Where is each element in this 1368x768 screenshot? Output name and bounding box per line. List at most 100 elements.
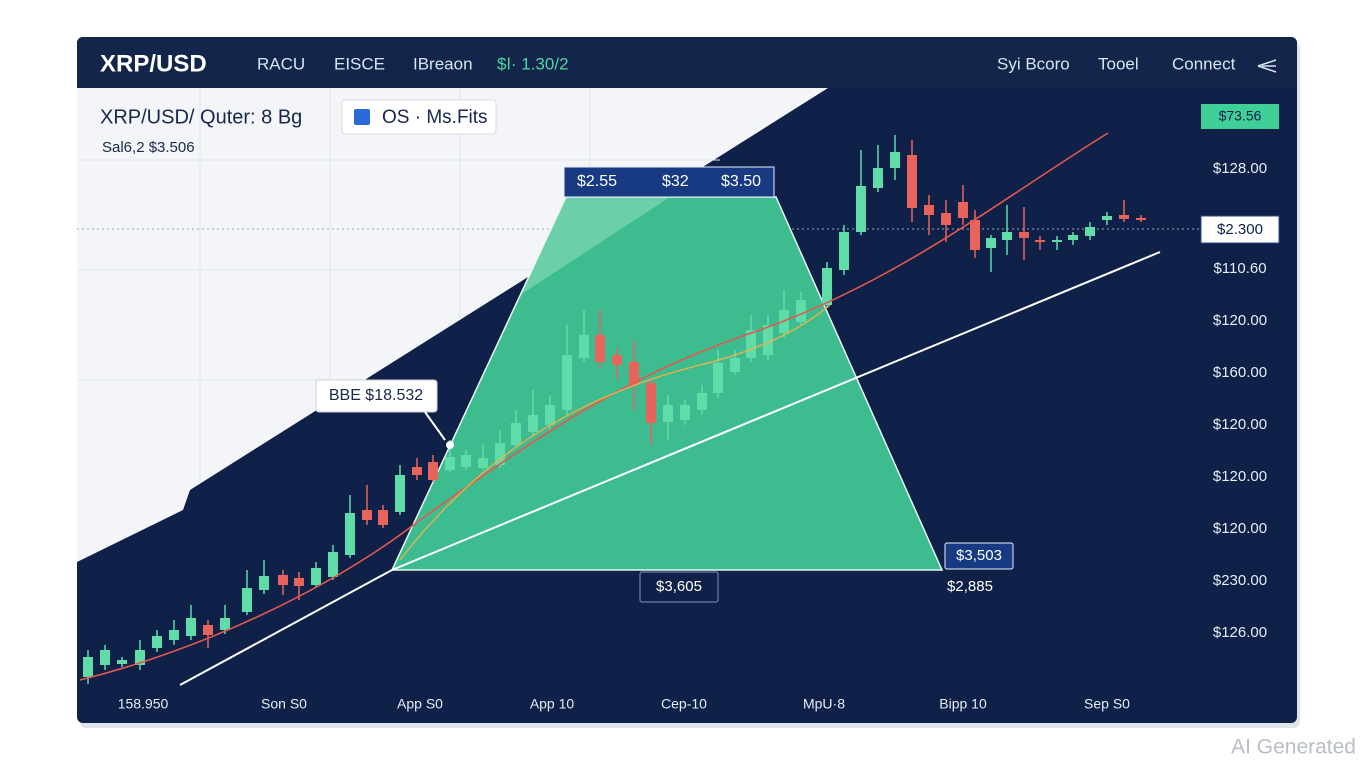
candle-body	[545, 405, 555, 425]
candle-body	[1085, 227, 1095, 236]
candle-body	[461, 455, 471, 467]
candle-body	[528, 415, 538, 432]
candle-body	[328, 552, 338, 577]
y-tick-label: $160.00	[1213, 364, 1267, 381]
candle-body	[478, 458, 488, 468]
candle-body	[412, 467, 422, 475]
nav-item[interactable]: IBreaon	[413, 54, 473, 73]
price-box-label: $3,605	[656, 578, 702, 595]
candle-body	[152, 636, 162, 648]
y-tick-label: $120.00	[1213, 416, 1267, 433]
y-tick-label: $128.00	[1213, 160, 1267, 177]
price-box-label: $3,503	[956, 547, 1002, 564]
candle-body	[839, 232, 849, 270]
candle-body	[311, 568, 321, 585]
candle-body	[562, 355, 572, 410]
candle-body	[796, 300, 806, 322]
candle-body	[697, 393, 707, 410]
zone-highlight	[520, 197, 670, 295]
candle-body	[345, 513, 355, 555]
callout-dot	[446, 441, 454, 449]
price-label: $2,885	[947, 578, 993, 595]
candle-body	[629, 362, 639, 385]
range-tag: $3.50	[721, 173, 761, 190]
candle-body	[495, 443, 505, 465]
nav-item[interactable]: RACU	[257, 54, 305, 73]
range-box	[563, 166, 775, 198]
candle-body	[907, 155, 917, 208]
candle-body	[612, 355, 622, 365]
candle-body	[1035, 240, 1045, 242]
candle-body	[1002, 232, 1012, 240]
candle-body	[970, 220, 980, 250]
watermark: AI Generated	[1231, 736, 1356, 759]
marker-price-badge	[1200, 215, 1280, 244]
candle-body	[1019, 232, 1029, 238]
x-tick-label: 158.950	[118, 696, 169, 712]
candle-body	[259, 576, 269, 590]
candle-body	[958, 202, 968, 218]
candle-body	[186, 618, 196, 636]
candle-body	[83, 657, 93, 677]
candle-body	[395, 475, 405, 512]
candle-body	[135, 650, 145, 665]
x-axis: 158.950 Son S0 App S0 App 10 Cep-10 MpU·8 Bipp…	[118, 696, 1130, 712]
connect-icon	[1257, 59, 1277, 73]
current-price: $73.56	[1219, 108, 1262, 124]
candle-body	[856, 186, 866, 232]
current-price-badge	[1201, 104, 1279, 129]
x-tick-label: Son S0	[261, 696, 307, 712]
candle-body	[579, 335, 589, 358]
x-tick-label: App S0	[397, 696, 443, 712]
logo: XRP/USD	[100, 50, 207, 77]
range-tag: $32	[662, 173, 689, 190]
candle-body	[1052, 240, 1062, 242]
candle-body	[362, 510, 372, 520]
marker-price: $2.300	[1217, 221, 1263, 238]
x-tick-label: Cep-10	[661, 696, 707, 712]
green-zone	[392, 197, 942, 570]
y-tick-label: $230.00	[1213, 572, 1267, 589]
nav-item[interactable]: EISCE	[334, 54, 385, 73]
menu-item[interactable]: Connect	[1172, 54, 1236, 73]
header-bar	[77, 37, 1297, 88]
candle-body	[890, 152, 900, 168]
candle-body	[445, 457, 455, 470]
candle-body	[242, 588, 252, 612]
candle-body	[378, 510, 388, 525]
candle-body	[746, 330, 756, 358]
red-average	[79, 132, 1109, 681]
chart-title: XRP/USD/ Quter: 8 Bg	[100, 106, 302, 128]
price-box	[639, 571, 719, 603]
y-tick-label: $126.00	[1213, 624, 1267, 641]
candle-body	[1068, 235, 1078, 240]
x-tick-label: Sep S0	[1084, 696, 1130, 712]
x-tick-label: Bipp 10	[939, 696, 987, 712]
y-tick-label: $110.60	[1213, 260, 1266, 277]
range-tag: $2.55	[577, 173, 617, 190]
candle-body	[595, 335, 605, 362]
candle-body	[924, 205, 934, 215]
candle-body	[220, 618, 230, 630]
candle-body	[511, 423, 521, 445]
candle-body	[663, 405, 673, 422]
candles	[83, 135, 1146, 684]
y-axis: $128.00 $110.60 $120.00 $160.00 $120.00 $120.…	[1213, 160, 1267, 641]
candle-body	[278, 575, 288, 585]
candle-body	[730, 358, 740, 372]
candle-body	[169, 630, 179, 640]
badge[interactable]	[341, 99, 497, 135]
y-tick-label: $120.00	[1213, 520, 1267, 537]
candle-body	[1102, 216, 1112, 220]
menu-item[interactable]: Syi Bcoro	[997, 54, 1070, 73]
x-tick-label: App 10	[530, 696, 575, 712]
menu-item[interactable]: Tooel	[1098, 54, 1139, 73]
callout-pointer	[424, 411, 446, 441]
app-window: XRP/USD RACU EISCE IBreaon $ǀ· 1.30/2 Sy…	[77, 37, 1297, 723]
candle-body	[822, 268, 832, 305]
candle-body	[1119, 215, 1129, 219]
badge-icon	[354, 109, 370, 125]
candle-body	[941, 213, 951, 225]
